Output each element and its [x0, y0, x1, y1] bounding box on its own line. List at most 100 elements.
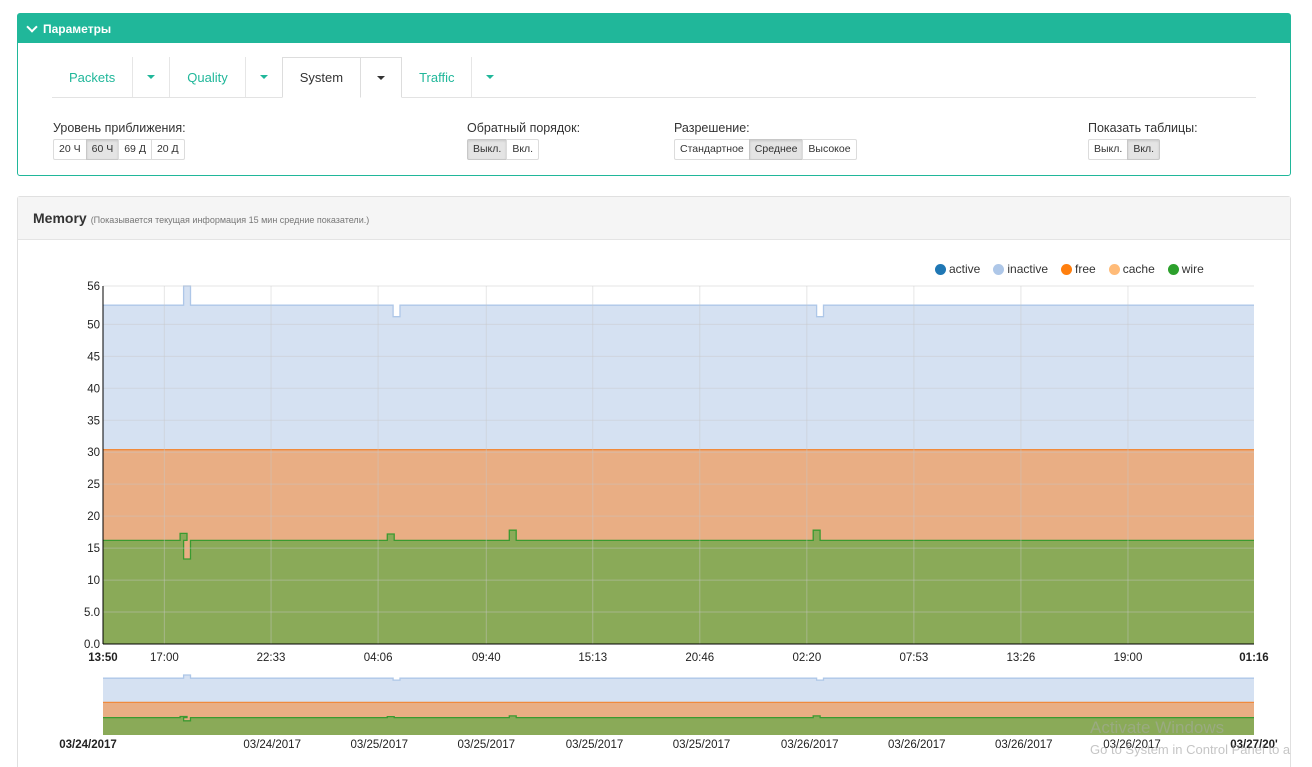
params-panel: Параметры Packets Quality System Traffic — [17, 13, 1291, 176]
legend-item-inactive[interactable]: inactive — [993, 262, 1048, 276]
resolution-label: Разрешение: — [674, 121, 750, 135]
legend-label-active: active — [949, 262, 981, 276]
x-tick-label: 07:53 — [899, 652, 928, 664]
area-wire-line — [103, 529, 1254, 560]
memory-subtitle: (Показывается текущая информация 15 мин … — [90, 214, 370, 225]
resolution-standard-button[interactable]: Стандартное — [674, 139, 750, 160]
tab-packets-dropdown[interactable] — [132, 57, 169, 97]
tables-label: Показать таблицы: — [1088, 121, 1198, 135]
y-tick-label: 5.0 — [84, 607, 100, 619]
y-tick-label: 0.0 — [84, 639, 100, 651]
navigator-tick-label: 03/25/2017 — [458, 739, 516, 751]
x-tick-label: 15:13 — [578, 652, 607, 664]
legend-item-cache[interactable]: cache — [1108, 262, 1155, 276]
resolution-high-button[interactable]: Высокое — [802, 139, 857, 160]
reverse-control: Обратный порядок: Выкл. Вкл. — [467, 121, 580, 160]
legend-dot-wire — [1167, 263, 1179, 275]
tab-quality-dropdown[interactable] — [244, 57, 282, 97]
legend-label-wire: wire — [1181, 262, 1204, 276]
y-tick-label: 10 — [87, 575, 100, 587]
tab-traffic-dropdown[interactable] — [471, 57, 508, 97]
tab-system[interactable]: System — [281, 57, 362, 98]
legend-item-free[interactable]: free — [1061, 262, 1096, 276]
caret-down-icon — [259, 75, 268, 79]
zoom-control: Уровень приближения: 20 Ч 60 Ч 69 Д 20 Д — [53, 121, 186, 160]
navigator-tick-label: 03/25/2017 — [350, 739, 408, 751]
navigator-tick-label: 03/25/2017 — [566, 739, 624, 751]
y-tick-label: 45 — [87, 351, 100, 363]
params-title: Параметры — [43, 21, 112, 36]
memory-title: Memory — [33, 210, 87, 226]
reverse-on-button[interactable]: Вкл. — [506, 139, 540, 160]
area-inactive-line — [103, 285, 1254, 318]
watermark-line1: Activate Windows — [1090, 718, 1225, 737]
zoom-option-20h[interactable]: 20 Ч — [53, 139, 87, 160]
watermark-line2: Go to System in Control Panel to a — [1090, 742, 1291, 757]
legend-dot-cache — [1108, 263, 1120, 275]
zoom-option-60h[interactable]: 60 Ч — [85, 139, 120, 160]
legend-dot-active — [935, 263, 946, 275]
navigator-tick-label: 03/26/2017 — [1103, 739, 1161, 751]
navigator-tick-label: 03/24/2017 — [243, 739, 301, 751]
tab-quality[interactable]: Quality — [169, 57, 244, 97]
y-tick-label: 25 — [87, 479, 100, 491]
caret-down-icon — [486, 75, 495, 79]
params-header[interactable]: Параметры — [18, 14, 1290, 43]
y-tick-label: 15 — [87, 543, 100, 555]
zoom-label: Уровень приближения: — [53, 121, 186, 135]
caret-down-icon — [377, 75, 386, 80]
tab-traffic[interactable]: Traffic — [402, 57, 471, 97]
x-tick-label: 17:00 — [150, 652, 179, 664]
y-tick-label: 50 — [87, 319, 100, 331]
resolution-control: Разрешение: Стандартное Среднее Высокое — [674, 121, 857, 160]
legend-label-free: free — [1075, 262, 1096, 276]
x-tick-label: 19:00 — [1114, 652, 1143, 664]
navigator-tick-label: 03/26/2017 — [995, 739, 1053, 751]
chart-legend: active inactive free cache wire — [935, 262, 1217, 276]
navigator-tick-label: 03/24/2017 — [59, 739, 117, 751]
tab-system-label: System — [299, 70, 344, 85]
legend-label-inactive: inactive — [1007, 262, 1049, 276]
area-wire — [103, 530, 1254, 644]
y-tick-label: 35 — [87, 415, 100, 427]
x-tick-label: 13:50 — [88, 652, 117, 664]
x-tick-label: 02:20 — [792, 652, 821, 664]
x-tick-label: 13:26 — [1007, 652, 1036, 664]
navigator-tick-label: 03/25/2017 — [673, 739, 731, 751]
legend-item-wire[interactable]: wire — [1167, 262, 1204, 276]
memory-header: Memory (Показывается текущая информация … — [18, 197, 1290, 240]
navigator-tick-label: 03/26/2017 — [781, 739, 839, 751]
navigator-tick-label: 03/27/20' — [1230, 739, 1278, 751]
nav-area-wire-line — [103, 715, 1254, 722]
zoom-option-69d[interactable]: 69 Д — [118, 139, 152, 160]
nav-area-inactive-line — [103, 674, 1254, 681]
zoom-option-20d[interactable]: 20 Д — [150, 139, 185, 160]
x-tick-label: 20:46 — [685, 652, 714, 664]
tables-on-button[interactable]: Вкл. — [1127, 139, 1161, 160]
tab-system-dropdown[interactable] — [361, 57, 403, 98]
y-tick-label: 20 — [87, 511, 100, 523]
x-tick-label: 09:40 — [472, 652, 501, 664]
reverse-off-button[interactable]: Выкл. — [467, 139, 508, 160]
y-tick-label: 56 — [87, 281, 100, 293]
tab-traffic-label: Traffic — [419, 69, 455, 85]
x-tick-label: 01:16 — [1239, 652, 1268, 664]
x-tick-label: 04:06 — [364, 652, 393, 664]
tab-packets-label: Packets — [69, 69, 116, 85]
tab-packets[interactable]: Packets — [52, 57, 132, 97]
legend-dot-free — [1061, 263, 1073, 275]
legend-dot-inactive — [993, 263, 1005, 275]
reverse-label: Обратный порядок: — [467, 121, 581, 135]
nav-area-wire — [103, 715, 1254, 735]
x-tick-label: 22:33 — [257, 652, 286, 664]
legend-label-cache: cache — [1122, 262, 1155, 276]
y-tick-label: 40 — [87, 383, 100, 395]
y-tick-label: 30 — [87, 447, 100, 459]
resolution-medium-button[interactable]: Среднее — [748, 139, 804, 160]
tab-bar: Packets Quality System Traffic — [52, 57, 1256, 98]
legend-item-active[interactable]: active — [935, 262, 980, 276]
navigator-tick-label: 03/26/2017 — [888, 739, 946, 751]
tables-control: Показать таблицы: Выкл. Вкл. — [1088, 121, 1198, 160]
caret-down-icon — [147, 75, 156, 79]
